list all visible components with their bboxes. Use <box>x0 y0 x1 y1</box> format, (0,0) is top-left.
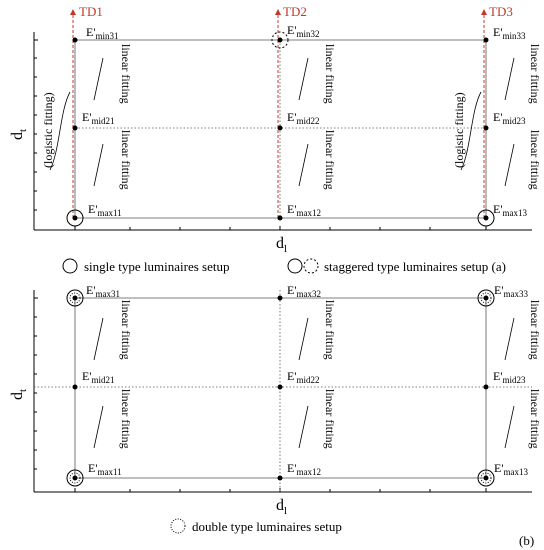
label-b-max11: E'max11 <box>88 461 122 477</box>
panel-a-x-label: dl <box>276 235 287 255</box>
panel-b-x-label: dl <box>276 497 287 517</box>
label-b-max32: E'max32 <box>287 283 321 299</box>
panel-b-x-ticks <box>74 488 487 492</box>
label-a-mid22: E'mid22 <box>287 110 320 126</box>
fit-b-5: linear fitting <box>528 300 542 360</box>
label-a-max11: E'max11 <box>88 202 122 218</box>
fit-b-1: linear fitting <box>119 300 133 360</box>
panel-a-fit-lines <box>49 57 515 187</box>
label-a-min32: E'min32 <box>287 23 320 39</box>
label-b-max33: E'max33 <box>494 283 528 299</box>
label-a-min33: E'min33 <box>493 25 526 41</box>
fit-a-logistic-right: (logistic fitting) <box>452 92 466 168</box>
label-a-mid23: E'mid23 <box>493 110 526 126</box>
label-b-max13: E'max13 <box>494 461 528 477</box>
label-b-max12: E'max12 <box>287 461 321 477</box>
panel-b-double-markers <box>66 289 495 487</box>
fit-b-2: linear fitting <box>119 389 133 449</box>
label-b-max31: E'max31 <box>86 283 120 299</box>
td1-label: TD1 <box>79 4 103 19</box>
panel-a-points <box>72 37 489 221</box>
td3-label: TD3 <box>489 4 513 19</box>
panel-b-fit-lines <box>93 317 515 449</box>
label-b-mid21: E'mid21 <box>82 369 115 385</box>
fit-a-6: linear fitting <box>528 130 542 190</box>
td2-label: TD2 <box>283 4 307 19</box>
fit-a-4: linear fitting <box>323 130 337 190</box>
label-a-max12: E'max12 <box>287 202 321 218</box>
legend-single-text: single type luminaires setup <box>84 259 230 274</box>
fit-b-4: linear fitting <box>323 389 337 449</box>
fit-a-logistic-left: (logistic fitting) <box>41 92 55 168</box>
panel-a-x-ticks <box>74 226 487 230</box>
legend-staggered-text: staggered type luminaires setup (a) <box>324 259 506 274</box>
panel-b-y-label: dt <box>9 389 29 400</box>
panel-a-y-label: dt <box>9 129 29 140</box>
label-a-max13: E'max13 <box>493 202 527 218</box>
panel-b-points <box>72 295 489 481</box>
label-a-mid21: E'mid21 <box>82 110 115 126</box>
label-b-mid22: E'mid22 <box>287 369 320 385</box>
panel-a-staggered-marker-32 <box>271 31 289 49</box>
panel-a-single-marker-13 <box>477 209 495 227</box>
fit-a-3: linear fitting <box>323 44 337 104</box>
fit-a-2: linear fitting <box>119 130 133 190</box>
panel-b-y-ticks <box>34 297 38 470</box>
panel-b-label: (b) <box>519 533 534 548</box>
panel-a-single-marker-11 <box>66 209 84 227</box>
panel-a-y-ticks <box>34 39 38 211</box>
panel-b: E'max31 E'max32 E'max33 E'mid21 E'mid22 … <box>9 283 542 548</box>
legend-double-text: double type luminaires setup <box>192 519 342 534</box>
fit-b-6: linear fitting <box>528 389 542 449</box>
fit-a-1: linear fitting <box>119 44 133 104</box>
fit-a-5: linear fitting <box>528 44 542 104</box>
fit-b-3: linear fitting <box>323 300 337 360</box>
legend-double-icon <box>170 518 186 534</box>
label-b-mid23: E'mid23 <box>493 369 526 385</box>
label-a-min31: E'min31 <box>86 25 119 41</box>
panel-a: TD1 TD2 TD3 E'min31 E'min32 E'min33 E'mi… <box>9 4 542 274</box>
legend-single-icon <box>62 258 78 274</box>
legend-staggered-icon-dashed <box>303 258 319 274</box>
legend-staggered-icon-solid <box>287 258 303 274</box>
